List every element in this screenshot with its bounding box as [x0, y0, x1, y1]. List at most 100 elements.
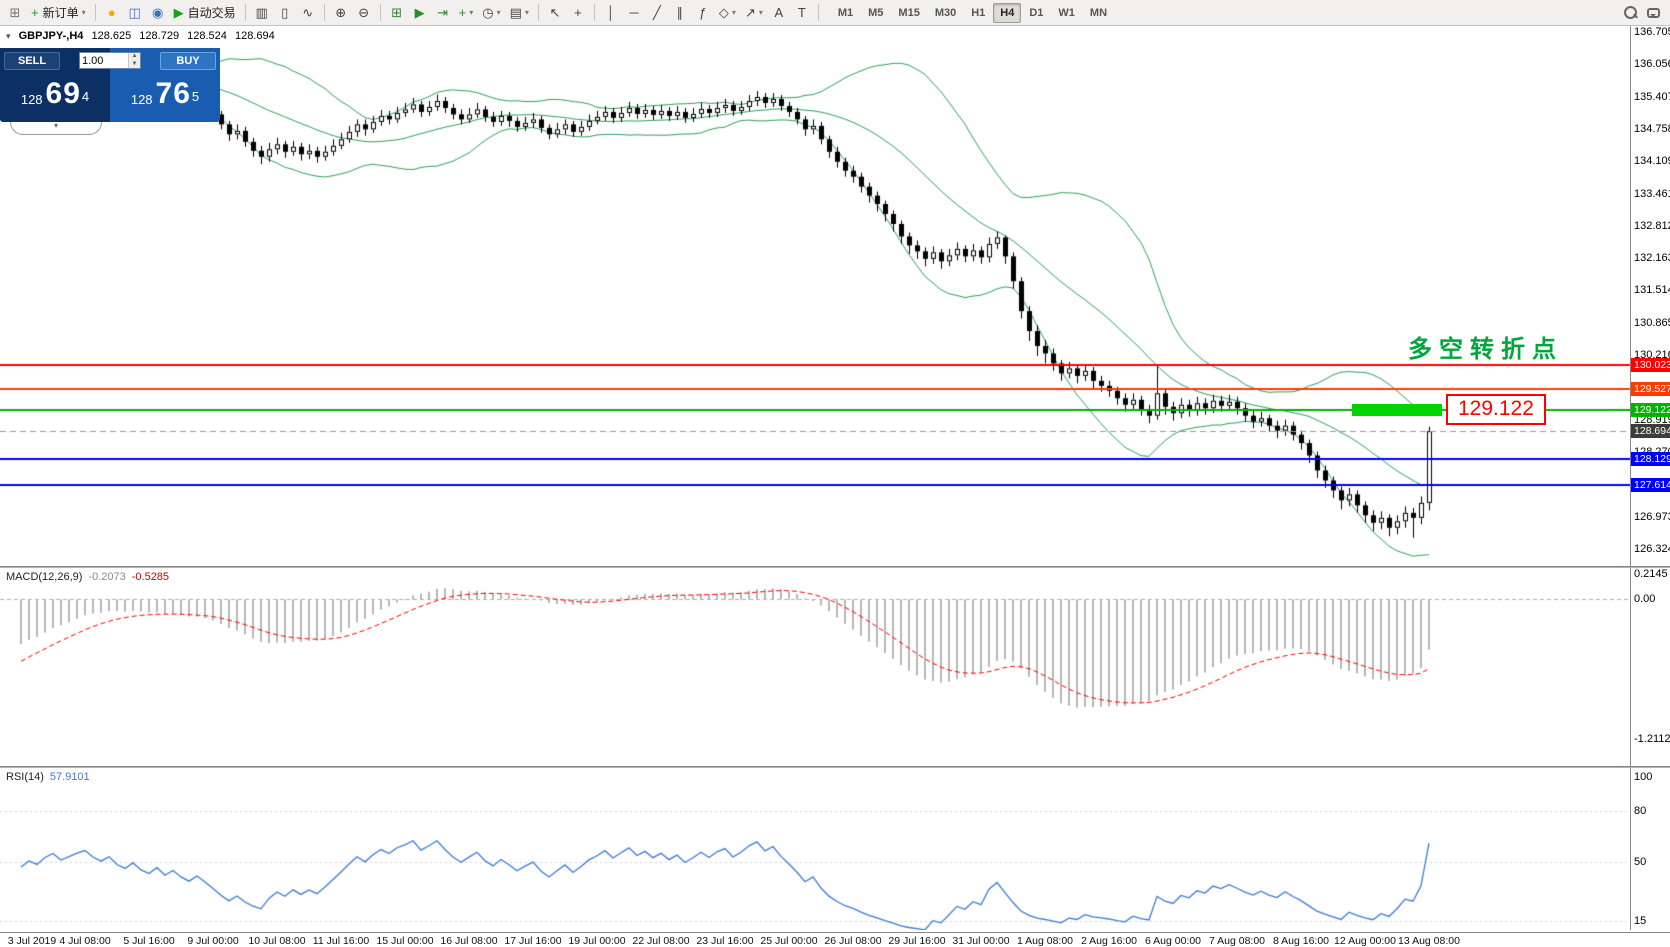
time-axis-label: 23 Jul 16:00	[696, 935, 754, 947]
candlestick-chart-icon[interactable]: ▯	[281, 5, 289, 20]
price-scale-label: 136.056	[1634, 58, 1670, 71]
hline-price-badge: 127.614	[1631, 477, 1670, 492]
macd-scale-label: 0.2145	[1634, 568, 1668, 581]
time-axis-label: 12 Aug 00:00	[1334, 935, 1396, 947]
symbol-info-bar: ▾ GBPJPY-,H4 128.625 128.729 128.524 128…	[6, 30, 280, 42]
toolbar-separator	[323, 4, 325, 21]
hline-price-badge: 129.527	[1631, 382, 1670, 397]
volume-decrease-button[interactable]: ▼	[129, 60, 140, 68]
sell-button[interactable]: SELL	[4, 51, 60, 70]
toolbar-separator	[94, 4, 96, 21]
time-axis-label: 11 Jul 16:00	[312, 935, 370, 947]
autotrade-button[interactable]: ▶ 自动交易	[173, 5, 236, 20]
time-axis-label: 26 Jul 08:00	[824, 935, 882, 947]
macd-scale-label: 0.00	[1634, 593, 1656, 606]
sell-price[interactable]: 128 69 4	[20, 77, 90, 110]
buy-button[interactable]: BUY	[160, 51, 216, 70]
time-axis-label: 5 Jul 16:00	[123, 935, 175, 947]
macd-scale-label: -1.2112	[1634, 732, 1670, 745]
horizontal-line-icon[interactable]: ─	[629, 5, 639, 20]
price-scale-label: 126.324	[1634, 542, 1670, 555]
symbol-dropdown-icon[interactable]: ▾	[6, 31, 11, 41]
timeframe-button-m5[interactable]: M5	[868, 6, 884, 19]
timeframe-toolbar: M1 M5 M15 M30 H1 H4 D1 W1 MN	[831, 2, 1114, 23]
price-scale-label: 128.919	[1634, 413, 1670, 426]
toolbar-separator	[244, 4, 246, 21]
chart-shift-icon[interactable]: ⇥	[437, 5, 449, 20]
market-depth-icon[interactable]: ◫	[128, 5, 141, 20]
rsi-scale-label: 50	[1634, 855, 1647, 868]
time-axis-label: 2 Aug 16:00	[1080, 935, 1138, 947]
hline-price-badge: 129.122	[1631, 402, 1670, 417]
toolbar-button-group: ⊞ + 新订单 ▾ ● ◫ ◉ ▶ 自动交易 ▥ ▯ ∿ ⊕ ⊖ ⊞ ▶ ⇥ + ▾ ◷ ▾ ▤ ▾ ↖ + │ ─ ╱ ∥ ƒ ◇ ▾ ↗ ▾ A…	[4, 2, 823, 24]
toolbar-separator	[817, 4, 819, 21]
channel-icon[interactable]: ∥	[676, 5, 684, 20]
crosshair-icon[interactable]: +	[574, 5, 582, 20]
chat-icon[interactable]	[1647, 7, 1660, 18]
macd-indicator-pane[interactable]	[0, 568, 1630, 766]
search-icon[interactable]	[1624, 6, 1637, 19]
price-scale-label: 132.812	[1634, 219, 1670, 232]
time-axis-label: 13 Aug 08:00	[1398, 935, 1460, 947]
timeframe-button-m15[interactable]: M15	[898, 6, 920, 19]
time-axis-label: 25 Jul 00:00	[760, 935, 818, 947]
main-toolbar: ⊞ + 新订单 ▾ ● ◫ ◉ ▶ 自动交易 ▥ ▯ ∿ ⊕ ⊖ ⊞ ▶ ⇥ + ▾ ◷ ▾ ▤ ▾ ↖ + │ ─ ╱ ∥ ƒ ◇ ▾ ↗ ▾ A…	[0, 0, 1670, 26]
trendline-icon[interactable]: ╱	[653, 5, 661, 20]
auto-scroll-icon[interactable]: ▶	[414, 5, 425, 20]
time-axis[interactable]: 3 Jul 2019 4 Jul 08:00 5 Jul 16:00 9 Jul 00…	[0, 932, 1670, 947]
cursor-icon[interactable]: ↖	[549, 5, 561, 20]
templates-icon[interactable]: ▤ ▾	[509, 5, 529, 20]
time-axis-label: 19 Jul 00:00	[568, 935, 626, 947]
time-axis-label: 3 Jul 2019	[7, 935, 57, 947]
time-axis-label: 4 Jul 08:00	[59, 935, 111, 947]
support-zone-marker[interactable]	[1352, 403, 1442, 416]
tile-windows-icon[interactable]: ⊞	[391, 5, 403, 20]
text-label-icon[interactable]: T	[797, 5, 806, 20]
vertical-line-icon[interactable]: │	[606, 5, 615, 20]
volume-control: ▲ ▼	[79, 52, 141, 69]
price-scale-label: 131.514	[1634, 284, 1670, 297]
time-axis-label: 31 Jul 00:00	[952, 935, 1010, 947]
new-order-button[interactable]: + 新订单 ▾	[31, 5, 86, 20]
timeframe-button-h1[interactable]: H1	[971, 6, 986, 19]
price-chart-area[interactable]	[0, 26, 1630, 566]
rsi-scale-label: 80	[1634, 804, 1647, 817]
arrows-icon[interactable]: ↗ ▾	[744, 5, 763, 20]
timeframe-button-h4[interactable]: H4	[993, 2, 1022, 23]
bar-low-value: 128.524	[187, 30, 227, 42]
rsi-scale-label: 100	[1634, 770, 1653, 783]
shapes-icon[interactable]: ◇ ▾	[718, 5, 736, 20]
rsi-scale-label: 15	[1634, 915, 1647, 928]
text-icon[interactable]: A	[774, 5, 784, 20]
price-scale-label: 134.109	[1634, 155, 1670, 168]
volume-increase-button[interactable]: ▲	[129, 53, 140, 61]
price-scale-label: 136.705	[1634, 26, 1670, 38]
bar-chart-icon[interactable]: ▥	[255, 5, 268, 20]
info-icon[interactable]: ◉	[151, 5, 164, 20]
line-chart-icon[interactable]: ∿	[302, 5, 314, 20]
timeframe-button-m30[interactable]: M30	[934, 6, 957, 19]
price-scale-label: 132.163	[1634, 252, 1670, 265]
fibonacci-icon[interactable]: ƒ	[699, 5, 707, 20]
pane-separator[interactable]	[0, 766, 1670, 768]
indicators-icon[interactable]: + ▾	[458, 5, 474, 20]
rsi-indicator-pane[interactable]	[0, 768, 1630, 930]
pane-separator[interactable]	[0, 566, 1670, 568]
timeframe-button-mn[interactable]: MN	[1089, 6, 1108, 19]
timeframe-button-m1[interactable]: M1	[837, 6, 854, 19]
timeframe-button-d1[interactable]: D1	[1029, 6, 1044, 19]
volume-input[interactable]	[80, 53, 128, 68]
timeframe-button-w1[interactable]: W1	[1058, 6, 1075, 19]
app-icon[interactable]: ⊞	[9, 5, 21, 20]
price-scale[interactable]: 136.705 136.056 135.407 134.758 134.109 133.4…	[1630, 26, 1670, 930]
alerts-icon[interactable]: ●	[107, 5, 116, 20]
macd-main-value: -0.2073	[88, 571, 126, 583]
zoom-out-icon[interactable]: ⊖	[358, 5, 370, 20]
panel-collapse-tab[interactable]: ▾	[10, 122, 102, 135]
periods-icon[interactable]: ◷ ▾	[482, 5, 501, 20]
zoom-in-icon[interactable]: ⊕	[335, 5, 347, 20]
buy-price[interactable]: 128 76 5	[130, 77, 200, 110]
rsi-title: RSI(14)	[6, 771, 44, 783]
bar-high-value: 128.729	[139, 30, 180, 42]
